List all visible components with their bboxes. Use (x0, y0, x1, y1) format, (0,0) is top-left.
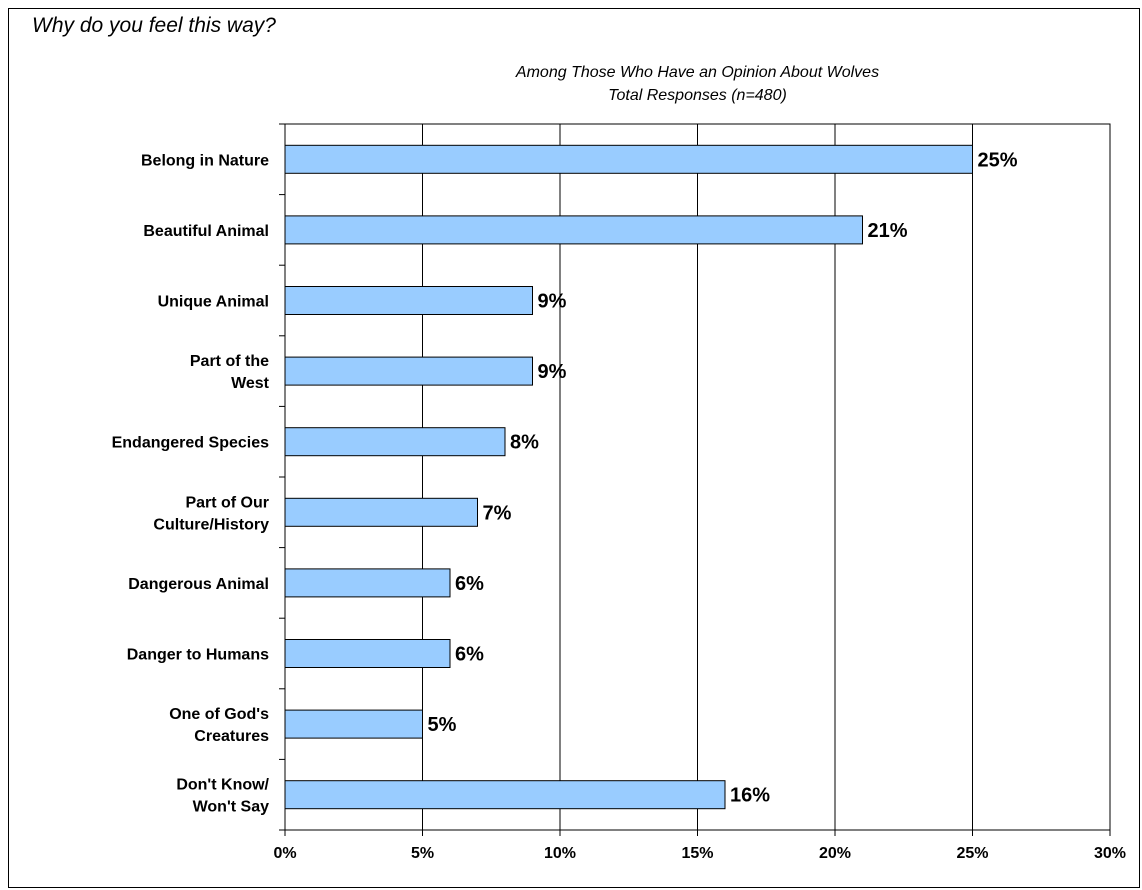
bar-value-label: 7% (483, 502, 512, 524)
bar-value-label: 9% (538, 361, 567, 383)
category-label: Don't Know/Won't Say (176, 777, 269, 816)
bar (284, 780, 726, 810)
category-label-line: Belong in Nature (141, 152, 269, 169)
category-label-line: Part of Our (185, 494, 269, 511)
x-tick-label: 15% (681, 845, 713, 862)
category-label-line: Part of the (190, 353, 269, 370)
x-tick-label: 10% (544, 845, 576, 862)
bar-value-label: 9% (538, 291, 567, 313)
category-label: Beautiful Animal (143, 223, 269, 240)
bar (284, 497, 478, 527)
category-label-line: Unique Animal (158, 294, 269, 311)
question-title: Why do you feel this way? (32, 14, 276, 37)
bar (284, 144, 973, 174)
category-label: Part of the West (190, 353, 270, 392)
category-label-line: Culture/History (153, 516, 269, 533)
bar-value-label: 5% (428, 714, 457, 736)
category-label-line: Creatures (194, 728, 269, 745)
category-label-line: Dangerous Animal (128, 576, 269, 593)
bar-value-label: 6% (455, 573, 484, 595)
category-label: Dangerous Animal (128, 576, 269, 593)
bar-value-label: 6% (455, 644, 484, 666)
bar-value-label: 8% (510, 432, 539, 454)
bar (284, 709, 423, 739)
x-tick-label: 0% (273, 845, 296, 862)
bar (284, 639, 451, 668)
category-label-line: Beautiful Animal (143, 223, 269, 240)
bar (284, 215, 863, 245)
x-tick-label: 30% (1094, 845, 1126, 862)
category-label: Unique Animal (158, 294, 269, 311)
bar (284, 568, 451, 598)
bar-value-label: 25% (978, 149, 1018, 171)
category-label-line: Endangered Species (112, 435, 269, 452)
bar (284, 356, 533, 386)
category-label-line: One of God's (169, 706, 269, 723)
category-label-line: West (231, 375, 270, 392)
x-tick-label: 5% (411, 845, 434, 862)
category-label-line: Don't Know/ (176, 777, 269, 794)
x-tick-label: 25% (956, 845, 988, 862)
category-label-line: Danger to Humans (127, 647, 269, 664)
category-label: Belong in Nature (141, 152, 269, 169)
category-label: Part of Our Culture/History (153, 494, 269, 533)
category-label: One of God's Creatures (169, 706, 269, 745)
category-label: Endangered Species (112, 435, 269, 452)
chart-subtitle-line-2: Total Responses (n=480) (608, 87, 787, 104)
bar (284, 427, 506, 457)
chart-subtitle-line-1: Among Those Who Have an Opinion About Wo… (515, 64, 880, 81)
category-label-line: Won't Say (193, 799, 270, 816)
category-label: Danger to Humans (127, 647, 269, 664)
bar (284, 286, 533, 315)
bar-value-label: 16% (730, 785, 770, 807)
bar-value-label: 21% (868, 220, 908, 242)
x-tick-label: 20% (819, 845, 851, 862)
